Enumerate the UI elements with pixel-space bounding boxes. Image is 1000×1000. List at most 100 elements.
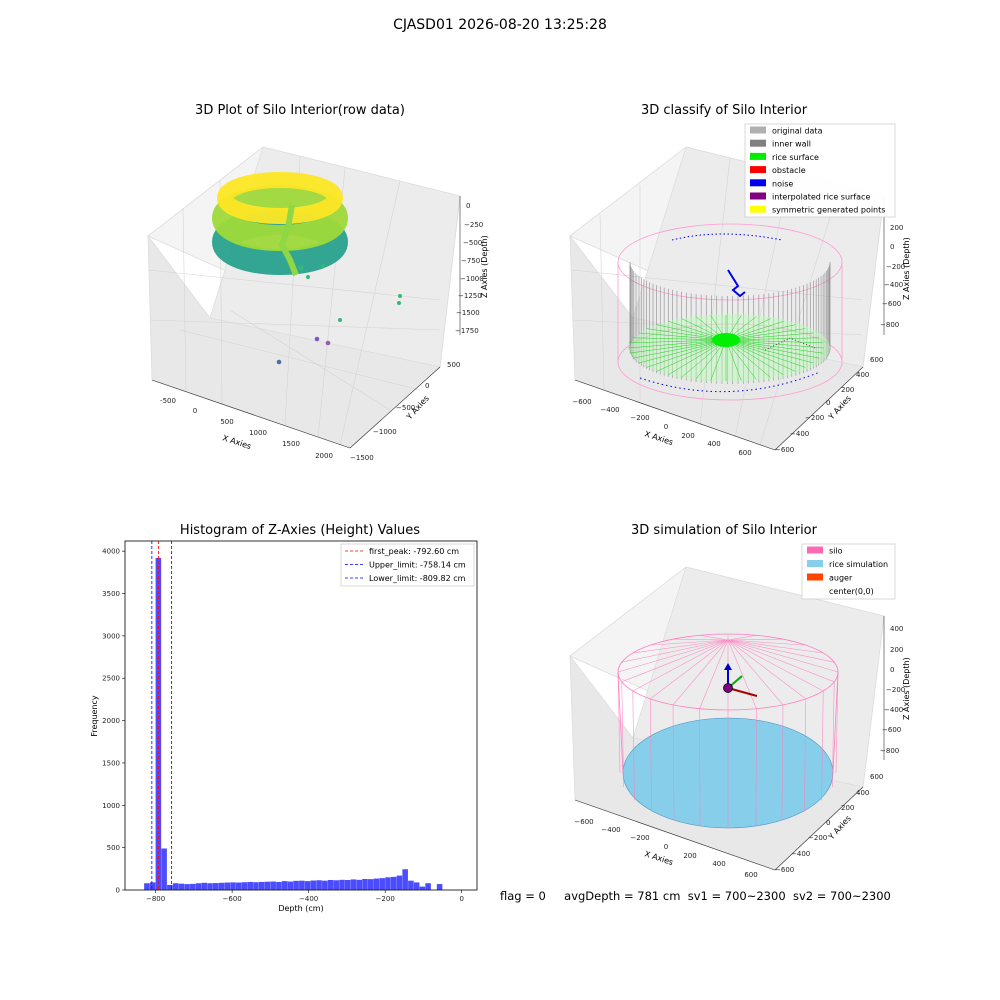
- z-tick: −750: [461, 257, 480, 265]
- histogram-bar: [362, 878, 368, 890]
- status-line: flag = 0 avgDepth = 781 cm sv1 = 700~230…: [500, 889, 920, 903]
- y-tick-label: 1000: [102, 802, 120, 810]
- x-tick: -500: [160, 397, 176, 405]
- histogram-bar: [218, 882, 225, 890]
- z-tick: −500: [463, 239, 482, 247]
- raw-silo-wall-top: [217, 172, 343, 224]
- legend-label: center(0,0): [829, 587, 874, 596]
- histogram-bar: [207, 883, 213, 890]
- x-tick: −600: [572, 398, 591, 406]
- wall-line: [781, 704, 784, 821]
- legend-swatch: [750, 166, 766, 174]
- histogram-bar: [436, 884, 443, 890]
- histogram-bar: [144, 883, 150, 890]
- y-tick: −200: [805, 414, 824, 422]
- histogram-bar: [224, 882, 231, 890]
- ray-line: [725, 339, 820, 359]
- z-axis-label: Z Axies (Depth): [480, 235, 489, 298]
- ray-line: [681, 339, 727, 378]
- histogram-bar: [413, 882, 420, 890]
- x-tick: 2000: [315, 452, 333, 460]
- z-tick: −200: [886, 263, 905, 271]
- x-tick: 400: [707, 440, 720, 448]
- y-tick: 600: [870, 356, 883, 364]
- roof-line: [727, 639, 839, 673]
- z-tick: 200: [890, 646, 903, 654]
- ray-line: [646, 339, 727, 368]
- x-tick: 600: [744, 871, 757, 879]
- legend-label: inner wall: [772, 140, 811, 149]
- legend-swatch: [750, 126, 766, 134]
- histogram-title: Histogram of Z-Axies (Height) Values: [179, 523, 421, 538]
- y-tick-label: 500: [107, 844, 120, 852]
- wall-line: [617, 671, 621, 774]
- histogram-bar: [396, 875, 403, 890]
- wall-line: [832, 681, 835, 788]
- legend-label: obstacle: [772, 166, 806, 175]
- y-tick: −1000: [373, 428, 397, 436]
- ray-line: [725, 339, 784, 375]
- wall-line: [835, 671, 839, 774]
- wall-line: [755, 708, 757, 827]
- wall-line: [621, 681, 624, 788]
- x-tick: 200: [681, 432, 694, 440]
- wall-line: [649, 698, 652, 812]
- raw-silo-wall-mid: [212, 185, 348, 251]
- ray-line: [725, 339, 814, 364]
- x-tick: 0: [664, 423, 668, 431]
- histogram-bar: [310, 880, 317, 890]
- histogram-bar: [241, 882, 248, 890]
- histogram-bar: [247, 881, 253, 890]
- histogram-bar: [379, 878, 385, 890]
- x-tick: 500: [220, 418, 233, 426]
- roof-line: [727, 639, 806, 700]
- histogram-bar: [195, 883, 202, 890]
- z-tick: −200: [886, 686, 905, 694]
- z-tick: −1250: [458, 292, 482, 300]
- y-tick: −500: [396, 404, 415, 412]
- histogram-bar: [264, 881, 271, 890]
- roof-line: [617, 639, 729, 673]
- legend-label: symmetric generated points: [772, 206, 885, 215]
- histogram-bar: [172, 883, 179, 890]
- histogram-bar: [201, 882, 208, 890]
- ray-line: [725, 339, 757, 380]
- legend-label: Lower_limit: -809.82 cm: [369, 574, 466, 583]
- z-tick: 200: [890, 224, 903, 232]
- z-tick: −1000: [460, 275, 484, 283]
- histogram-bar: [322, 880, 328, 890]
- raw-outlier-points: [276, 264, 402, 365]
- roof-line: [621, 639, 729, 683]
- x-tick: −200: [630, 414, 649, 422]
- x-axis-label: Depth (cm): [278, 904, 323, 913]
- wall-line: [699, 708, 701, 827]
- z-tick: −800: [880, 747, 899, 755]
- y-tick: 500: [447, 361, 460, 369]
- z-tick: −250: [464, 221, 483, 229]
- z-tick: 0: [466, 202, 470, 210]
- raw-interior-streak: [278, 204, 299, 277]
- histogram-bar: [287, 881, 294, 890]
- roof-line: [727, 639, 835, 683]
- y-tick: −400: [791, 850, 810, 858]
- legend-swatch: [750, 179, 766, 187]
- legend-label: rice surface: [772, 153, 819, 162]
- legend-label: first_peak: -792.60 cm: [369, 547, 459, 556]
- roof-line: [727, 634, 757, 641]
- legend-swatch: [750, 139, 766, 147]
- histogram-bar: [390, 876, 397, 890]
- z-tick: 0: [890, 666, 894, 674]
- ray-line: [629, 339, 727, 344]
- histogram-bar: [425, 883, 431, 890]
- ray-line: [629, 339, 727, 354]
- y-tick: −200: [808, 834, 827, 842]
- legend-label: original data: [772, 127, 823, 136]
- wall-line: [804, 698, 807, 812]
- z-tick: 0: [890, 243, 894, 251]
- y-tick-label: 2500: [102, 675, 120, 683]
- ray-line: [695, 339, 727, 380]
- flag-readout: flag = 0: [500, 889, 546, 903]
- ray-line: [638, 339, 727, 364]
- legend-label: Upper_limit: -758.14 cm: [369, 561, 466, 570]
- legend-label: silo: [829, 547, 843, 556]
